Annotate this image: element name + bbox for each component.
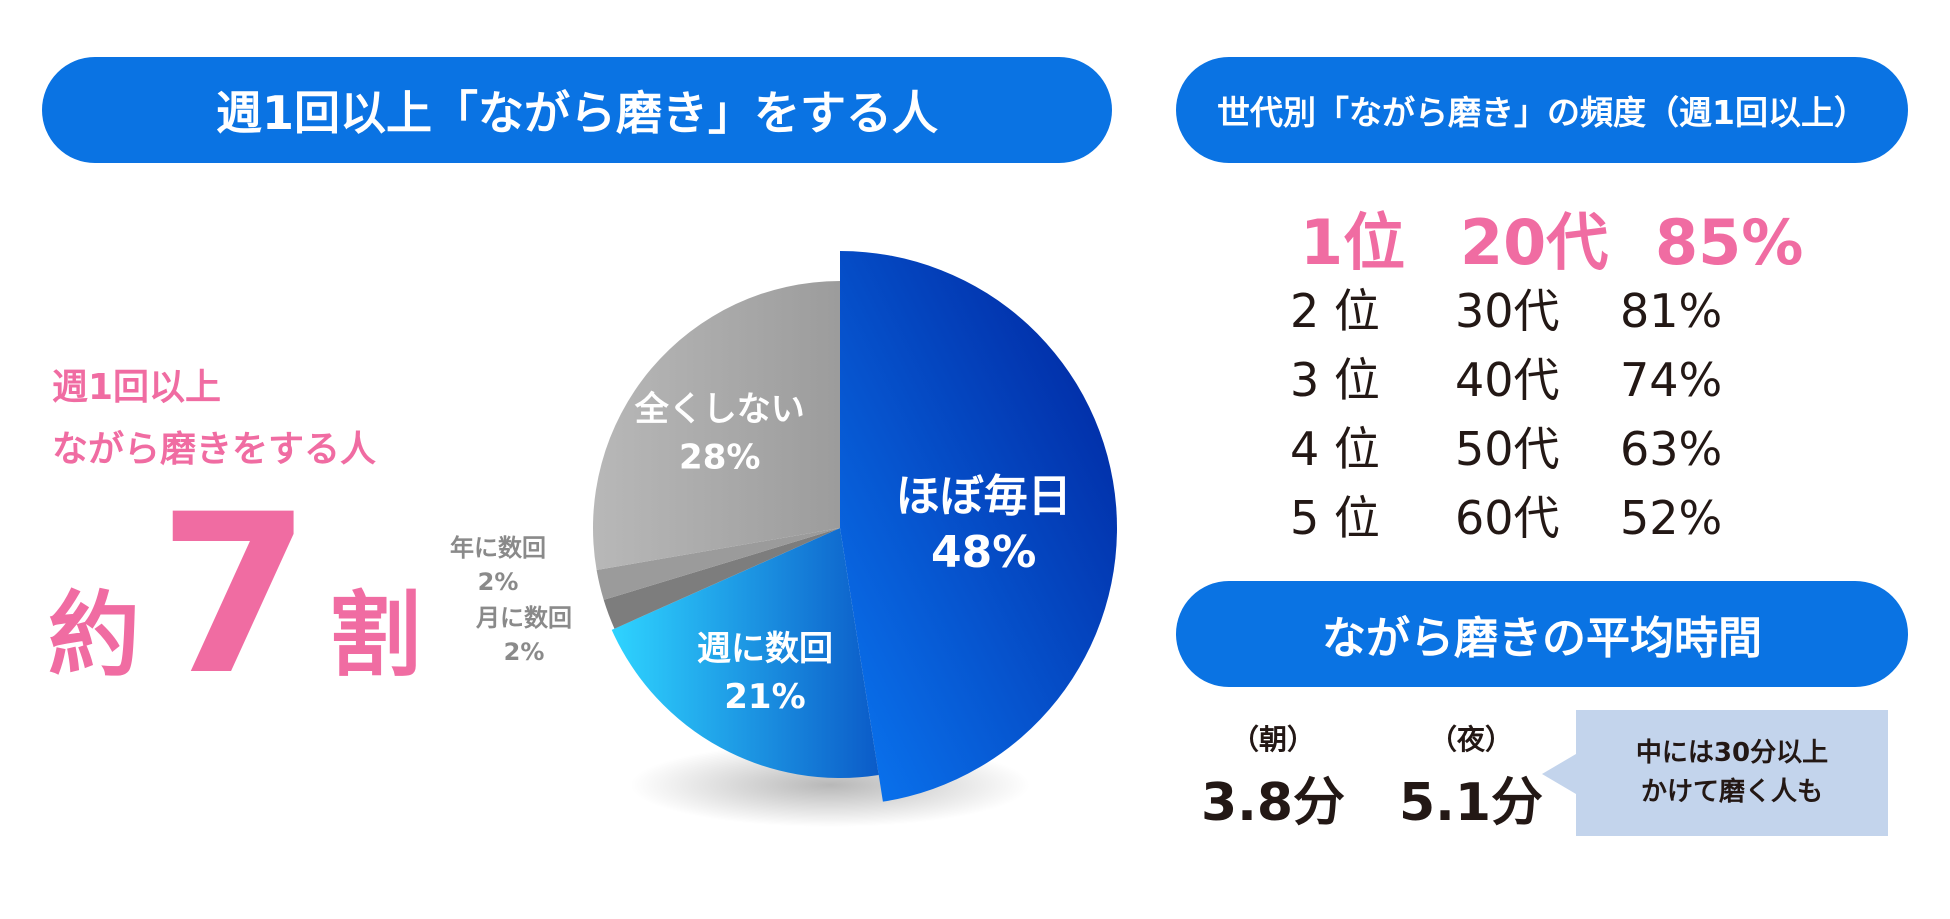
callout-line1: 中には30分以上 [1635,738,1829,768]
rank-row-3: 3 位 40代 74% [1290,344,1780,410]
slice-label-yearly-value: 2% [477,567,519,596]
slice-weekly-value: 21% [724,677,805,717]
rank-3-percent: 74% [1620,353,1723,407]
rank-1-percent: 85% [1655,206,1804,279]
stat-prefix: 約 [48,582,141,689]
rank-3-position: 3 位 [1290,353,1380,407]
slice-never [593,281,840,571]
rank-row-4: 4 位 50代 63% [1290,413,1780,479]
time-morning: （朝） 3.8分 [1188,718,1358,835]
slice-label-monthly-value: 2% [503,637,545,666]
ranking-title-banner: 世代別「ながら磨き」の頻度（週1回以上） [1176,57,1908,163]
time-morning-value: 3.8分 [1200,773,1346,833]
rank-5-age: 60代 [1455,491,1560,545]
slice-yearly [596,528,840,600]
main-title-banner: 週1回以上「ながら磨き」をする人 [42,57,1112,163]
stat-suffix: 割 [329,582,422,689]
rank-row-1: 1位 20代 85% [1300,192,1815,282]
rank-2-percent: 81% [1620,284,1723,338]
rank-2-age: 30代 [1455,284,1560,338]
main-title: 週1回以上「ながら磨き」をする人 [215,86,938,140]
rank-4-percent: 63% [1620,422,1723,476]
slice-label-yearly: 年に数回 2% [450,532,546,599]
rank-5-position: 5 位 [1290,491,1380,545]
rank-1-age: 20代 [1460,206,1609,279]
slice-monthly [603,528,840,629]
average-time-banner: ながら磨きの平均時間 [1176,581,1908,687]
callout-line2: かけて磨く人も [1640,777,1823,807]
stat-headline: 約 7 割 [48,467,422,723]
slice-never-label: 全くしない [634,390,805,430]
callout-box: 中には30分以上 かけて磨く人も [1576,710,1888,836]
pie-chart: ほぼ毎日 48% 週に数回 21% 全くしない 28% 年に数回 2% 月に数回 2% [450,230,1120,850]
rank-1-position: 1位 [1300,206,1406,279]
slice-weekly-label: 週に数回 [697,629,833,669]
rank-5-percent: 52% [1620,491,1723,545]
ranking-title: 世代別「ながら磨き」の頻度（週1回以上） [1217,93,1867,132]
slice-never-value: 28% [679,438,760,478]
rank-3-age: 40代 [1455,353,1560,407]
stat-caption-line2: ながら磨きをする人 [52,429,377,470]
slice-weekly [611,528,879,778]
time-morning-label: （朝） [1230,723,1315,756]
rank-2-position: 2 位 [1290,284,1380,338]
time-night-label: （夜） [1428,723,1513,756]
slice-daily-label: ほぼ毎日 [896,471,1072,522]
slice-daily [840,251,1117,802]
time-night: （夜） 5.1分 [1386,718,1556,835]
rank-row-5: 5 位 60代 52% [1290,482,1780,548]
rank-4-position: 4 位 [1290,422,1380,476]
slice-daily-value: 48% [931,527,1036,578]
stat-caption-line1: 週1回以上 [52,367,222,408]
average-time-title: ながら磨きの平均時間 [1322,613,1762,664]
rank-row-2: 2 位 30代 81% [1290,275,1780,341]
slice-label-yearly-name: 年に数回 [450,534,546,562]
callout-tail [1542,754,1576,794]
slice-label-monthly-name: 月に数回 [476,604,572,632]
rank-4-age: 50代 [1455,422,1560,476]
slice-label-monthly: 月に数回 2% [476,602,572,669]
stat-number: 7 [158,467,312,723]
time-night-value: 5.1分 [1398,773,1544,833]
